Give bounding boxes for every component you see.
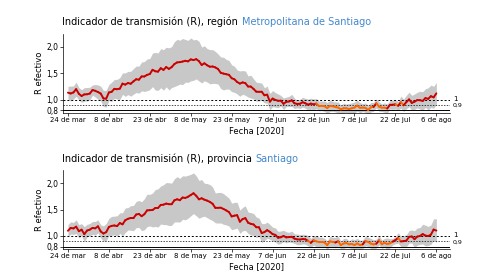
Text: Indicador de transmisión (R), provincia: Indicador de transmisión (R), provincia bbox=[62, 153, 256, 164]
X-axis label: Fecha [2020]: Fecha [2020] bbox=[229, 262, 284, 271]
Text: 1: 1 bbox=[452, 96, 457, 102]
Text: 1: 1 bbox=[452, 232, 457, 239]
Text: 0,9: 0,9 bbox=[452, 239, 462, 244]
Y-axis label: R efectivo: R efectivo bbox=[34, 52, 43, 94]
Text: 0,9: 0,9 bbox=[452, 103, 462, 108]
Text: Santiago: Santiago bbox=[256, 154, 298, 164]
Text: Indicador de transmisión (R), región: Indicador de transmisión (R), región bbox=[62, 17, 242, 27]
X-axis label: Fecha [2020]: Fecha [2020] bbox=[229, 126, 284, 135]
Y-axis label: R efectivo: R efectivo bbox=[34, 188, 43, 231]
Text: Metropolitana de Santiago: Metropolitana de Santiago bbox=[242, 17, 370, 27]
